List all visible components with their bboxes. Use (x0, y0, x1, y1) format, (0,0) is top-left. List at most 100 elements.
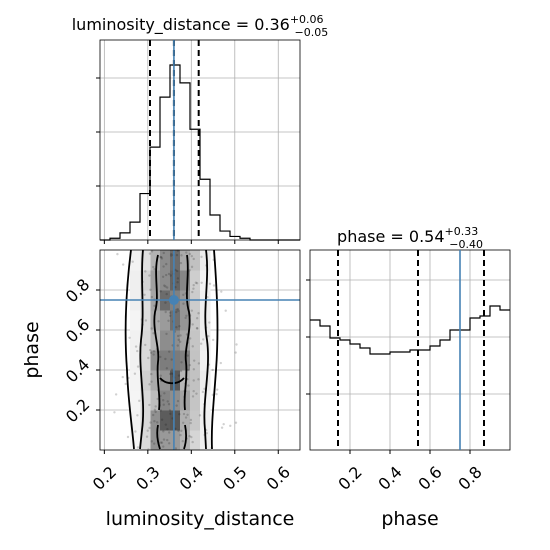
sample-point (166, 400, 169, 403)
sample-point (153, 419, 156, 423)
sample-point (180, 361, 183, 364)
sample-point (162, 403, 165, 406)
sample-point (149, 351, 153, 354)
sample-point (169, 372, 172, 376)
sample-point (174, 268, 177, 272)
sample-point (222, 422, 225, 426)
sample-point (179, 340, 182, 344)
sample-point (145, 435, 149, 438)
sample-point (170, 372, 174, 375)
sample-point (152, 413, 155, 417)
frame-p1 (99, 39, 301, 241)
sample-point (184, 316, 187, 320)
sample-point (212, 284, 216, 287)
sample-point (191, 323, 194, 326)
ylabel-phase: phase (21, 321, 43, 378)
density-cell (150, 370, 161, 391)
sample-point (144, 319, 148, 322)
density-cell (170, 410, 181, 431)
sample-point (164, 423, 168, 426)
sample-point (150, 380, 153, 383)
density-cell (190, 270, 201, 291)
sample-point (168, 431, 171, 434)
sample-point (190, 265, 194, 269)
x-tick-label: 0.3 (132, 462, 163, 493)
sample-point (167, 272, 171, 276)
sample-point (179, 433, 182, 437)
sample-point (154, 405, 157, 408)
sample-point (168, 311, 172, 314)
sample-point (229, 424, 232, 428)
density-cell (160, 430, 171, 451)
sample-point (197, 362, 201, 365)
sample-point (169, 254, 173, 257)
density-cell (130, 270, 141, 291)
sample-point (188, 269, 191, 272)
sample-point (190, 435, 193, 439)
sample-point (220, 290, 223, 293)
sample-point (165, 367, 169, 370)
sample-point (176, 399, 180, 403)
sample-point (160, 418, 164, 421)
density-cell (190, 350, 201, 371)
density-cell (200, 270, 211, 291)
sample-point (144, 343, 147, 347)
sample-point (235, 343, 238, 346)
sample-point (175, 269, 179, 273)
sample-point (159, 255, 162, 259)
density-cell (140, 370, 151, 391)
density-cell (140, 310, 151, 331)
sample-point (162, 251, 165, 255)
density-cell (170, 270, 181, 291)
sample-point (131, 260, 134, 263)
sample-point (179, 261, 183, 265)
sample-point (189, 337, 192, 340)
sample-point (128, 336, 131, 340)
sample-point (195, 392, 198, 395)
density-cell (140, 410, 151, 431)
sample-point (159, 374, 162, 377)
sample-point (138, 399, 141, 403)
sample-point (177, 338, 180, 342)
density-cell (140, 270, 151, 291)
sample-point (166, 427, 169, 431)
sample-point (133, 372, 137, 375)
sample-point (150, 372, 153, 376)
density-cell (140, 330, 151, 351)
sample-point (147, 356, 150, 360)
sample-point (185, 314, 188, 317)
y-tick-label: 0.4 (62, 355, 93, 386)
x-tick-label: 0.8 (454, 462, 485, 493)
density-cell (130, 410, 141, 431)
frame-p3 (309, 249, 511, 451)
sample-point (162, 399, 165, 402)
sample-point (148, 252, 152, 255)
sample-point (202, 338, 205, 341)
sample-point (224, 309, 227, 312)
sample-point (153, 304, 156, 308)
sample-point (148, 274, 151, 277)
sample-point (121, 263, 125, 266)
p2-y-ticks: 0.2 0.4 0.6 0.8 (62, 275, 100, 426)
sample-point (153, 408, 157, 412)
sample-point (163, 284, 166, 287)
panel-luminosity-distance-hist: luminosity_distance = 0.36+0.06 −0.05 (72, 13, 328, 244)
sample-point (164, 357, 167, 361)
sample-point (144, 270, 147, 273)
sample-point (208, 321, 211, 324)
sample-point (188, 363, 192, 367)
sample-point (187, 384, 190, 387)
sample-point (186, 354, 189, 357)
density-cell (130, 330, 141, 351)
sample-point (195, 282, 199, 285)
sample-point (152, 350, 156, 353)
density-cell (140, 350, 151, 371)
density-cell (130, 390, 141, 411)
contour-middle (139, 249, 209, 450)
sample-point (157, 320, 160, 323)
sample-point (162, 265, 165, 268)
x-tick-label: 0.5 (219, 462, 250, 493)
sample-point (167, 402, 171, 406)
sample-point (149, 288, 152, 291)
sample-point (191, 290, 194, 294)
